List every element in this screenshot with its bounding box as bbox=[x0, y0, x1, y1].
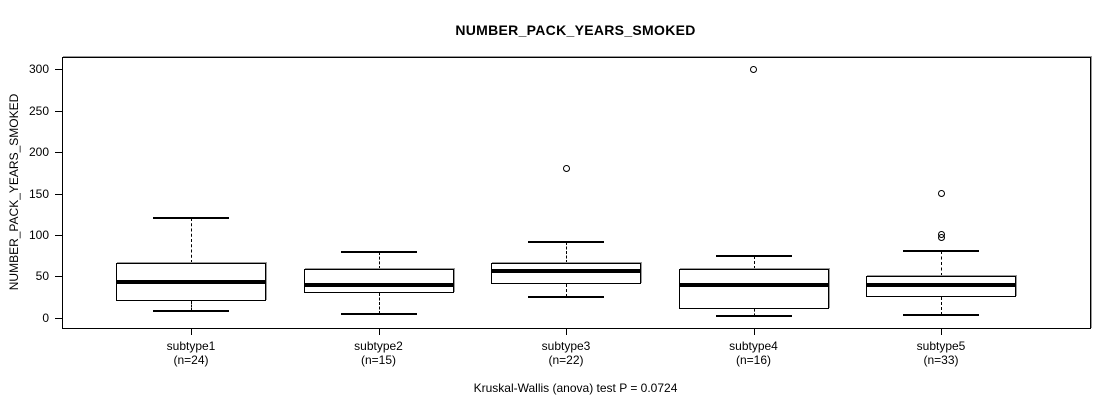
upper-whisker-cap bbox=[715, 254, 792, 257]
x-axis-category-label: subtype5 (n=33) bbox=[866, 339, 1016, 367]
upper-whisker-cap bbox=[340, 251, 417, 254]
upper-whisker-line bbox=[191, 218, 192, 264]
x-axis-tick bbox=[191, 328, 192, 335]
median-line bbox=[678, 282, 829, 287]
upper-whisker-cap bbox=[153, 217, 229, 220]
y-axis-tick bbox=[55, 69, 63, 71]
iqr-box bbox=[678, 268, 829, 309]
lower-whisker-cap bbox=[528, 296, 604, 298]
outlier-point bbox=[750, 65, 757, 73]
category-count: (n=33) bbox=[923, 353, 959, 367]
lower-whisker-line bbox=[378, 292, 380, 315]
upper-whisker-line bbox=[378, 252, 380, 269]
x-axis-tick bbox=[941, 328, 942, 335]
median-line bbox=[303, 283, 454, 288]
lower-whisker-cap bbox=[340, 313, 417, 316]
chart-title: NUMBER_PACK_YEARS_SMOKED bbox=[455, 22, 696, 38]
x-axis-tick bbox=[566, 328, 567, 335]
median-line bbox=[866, 283, 1016, 288]
x-axis-category-label: subtype4 (n=16) bbox=[679, 339, 829, 367]
median-line bbox=[116, 280, 266, 285]
upper-whisker-line bbox=[941, 251, 942, 277]
outlier-point bbox=[937, 231, 945, 239]
y-axis-tick bbox=[55, 276, 63, 278]
x-axis-tick bbox=[378, 328, 380, 335]
category-count: (n=24) bbox=[173, 353, 209, 367]
lower-whisker-line bbox=[566, 283, 567, 297]
lower-whisker-line bbox=[941, 297, 942, 316]
category-name: subtype2 bbox=[354, 339, 403, 353]
upper-whisker-line bbox=[753, 255, 755, 269]
x-axis-tick bbox=[753, 328, 755, 335]
lower-whisker-cap bbox=[715, 315, 792, 318]
y-axis-tick bbox=[55, 110, 63, 112]
upper-whisker-cap bbox=[903, 250, 979, 253]
lower-whisker-cap bbox=[153, 310, 229, 313]
y-axis-tick-label: 150 bbox=[28, 186, 49, 201]
category-name: subtype4 bbox=[729, 339, 778, 353]
median-line bbox=[491, 269, 641, 274]
x-axis-category-label: subtype2 (n=15) bbox=[304, 339, 454, 367]
lower-whisker-cap bbox=[903, 314, 979, 317]
upper-whisker-line bbox=[566, 242, 567, 264]
lower-whisker-line bbox=[191, 301, 192, 312]
iqr-box bbox=[303, 268, 454, 293]
y-axis-tick bbox=[55, 152, 63, 154]
plot-area: 0 50 100 150 200 250 300 subtype1 (n=24) subtype2… bbox=[29, 57, 1091, 367]
category-count: (n=16) bbox=[735, 353, 772, 367]
x-axis-category-label: subtype3 (n=22) bbox=[491, 339, 641, 367]
outlier-point bbox=[937, 190, 945, 197]
y-axis-tick bbox=[55, 193, 63, 195]
category-name: subtype1 bbox=[166, 339, 216, 353]
x-axis-category-label: subtype1 (n=24) bbox=[116, 339, 266, 367]
iqr-box bbox=[491, 263, 641, 284]
y-axis-tick-label: 0 bbox=[42, 310, 49, 325]
y-axis-tick-label: 300 bbox=[28, 62, 49, 77]
category-count: (n=22) bbox=[548, 353, 584, 367]
lower-whisker-line bbox=[753, 308, 755, 317]
y-axis-tick bbox=[55, 234, 63, 236]
y-axis-tick-label: 50 bbox=[35, 269, 49, 284]
y-axis-tick bbox=[55, 317, 63, 319]
y-axis-tick-label: 200 bbox=[28, 145, 49, 160]
outlier-point bbox=[562, 165, 570, 173]
category-count: (n=15) bbox=[360, 353, 397, 367]
category-name: subtype3 bbox=[541, 339, 591, 353]
category-name: subtype5 bbox=[916, 339, 966, 353]
y-axis-tick-label: 250 bbox=[28, 103, 49, 118]
upper-whisker-cap bbox=[528, 241, 604, 244]
stat-test-caption: Kruskal-Wallis (anova) test P = 0.0724 bbox=[473, 381, 678, 395]
y-axis-tick-label: 100 bbox=[28, 227, 49, 242]
